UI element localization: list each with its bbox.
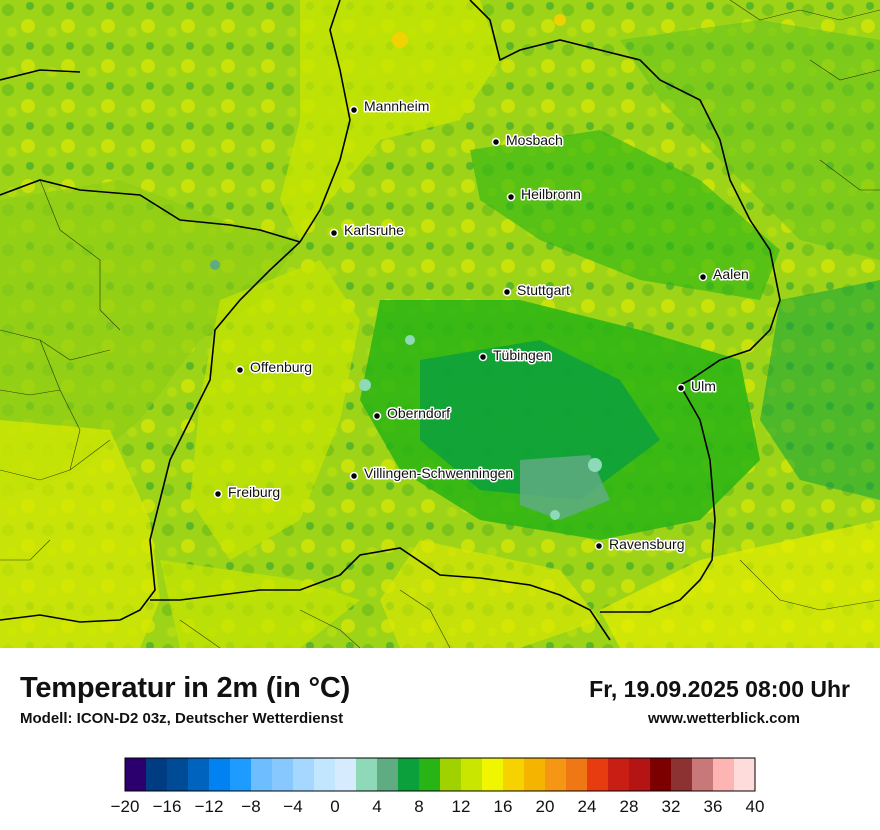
- scale-swatch: [524, 758, 546, 791]
- scale-swatch: [440, 758, 462, 791]
- city-stuttgart[interactable]: Stuttgart: [502, 281, 572, 300]
- city-tuebingen[interactable]: Tübingen: [478, 346, 553, 365]
- city-markers: Mannheim Mosbach Heilbronn Karlsruhe Aal…: [213, 97, 750, 554]
- scale-swatch: [566, 758, 588, 791]
- city-mosbach[interactable]: Mosbach: [491, 131, 564, 150]
- city-heilbronn[interactable]: Heilbronn: [506, 185, 582, 204]
- scale-tick-label: 24: [578, 797, 597, 816]
- city-label: Karlsruhe: [344, 222, 404, 238]
- scale-swatch: [293, 758, 315, 791]
- scale-swatch: [356, 758, 378, 791]
- temperature-map: Mannheim Mosbach Heilbronn Karlsruhe Aal…: [0, 0, 880, 648]
- city-aalen[interactable]: Aalen: [698, 265, 750, 284]
- city-offenburg[interactable]: Offenburg: [235, 358, 314, 377]
- scale-swatches: [124, 757, 756, 792]
- footer-panel: [0, 648, 880, 830]
- scale-swatch: [188, 758, 210, 791]
- scale-swatch: [398, 758, 420, 791]
- scale-tick-label: 36: [704, 797, 723, 816]
- scale-tick-label: 8: [414, 797, 423, 816]
- scale-border: [124, 757, 756, 792]
- scale-swatch: [272, 758, 294, 791]
- scale-swatch: [587, 758, 609, 791]
- scale-swatch: [545, 758, 567, 791]
- city-label: Freiburg: [228, 484, 280, 500]
- scale-swatch: [482, 758, 504, 791]
- scale-swatch: [230, 758, 252, 791]
- city-ulm[interactable]: Ulm: [676, 377, 717, 396]
- scale-swatch: [251, 758, 273, 791]
- city-label: Ulm: [691, 378, 716, 394]
- website-link[interactable]: www.wetterblick.com: [648, 710, 800, 727]
- scale-swatch: [608, 758, 630, 791]
- scale-tick-label: −12: [195, 797, 224, 816]
- city-ravensburg[interactable]: Ravensburg: [594, 535, 686, 554]
- scale-tick-label: 32: [662, 797, 681, 816]
- scale-swatch: [629, 758, 651, 791]
- scale-swatch: [314, 758, 336, 791]
- scale-swatch: [419, 758, 441, 791]
- scale-tick-label: 16: [494, 797, 513, 816]
- city-label: Ravensburg: [609, 536, 685, 552]
- city-label: Mannheim: [364, 98, 429, 114]
- district-borders: [0, 0, 880, 648]
- scale-swatch: [650, 758, 672, 791]
- map-title: Temperatur in 2m (in °C): [20, 672, 351, 704]
- scale-swatch: [461, 758, 483, 791]
- scale-tick-label: −20: [111, 797, 140, 816]
- scale-tick-label: 20: [536, 797, 555, 816]
- map-canvas: Mannheim Mosbach Heilbronn Karlsruhe Aal…: [0, 0, 880, 648]
- city-villingen-schwenningen[interactable]: Villingen-Schwenningen: [349, 464, 515, 483]
- city-freiburg[interactable]: Freiburg: [213, 483, 282, 502]
- city-label: Stuttgart: [517, 282, 570, 298]
- scale-tick-labels: −20 −16 −12 −8 −4 0 4 8 12 16 20 24 28 32 36 40: [111, 797, 765, 816]
- country-borders: [0, 0, 781, 641]
- temperature-color-scale: −20 −16 −12 −8 −4 0 4 8 12 16 20 24 28 32 36 40: [111, 757, 765, 816]
- scale-tick-label: −16: [153, 797, 182, 816]
- scale-swatch: [377, 758, 399, 791]
- city-label: Mosbach: [506, 132, 563, 148]
- scale-swatch: [503, 758, 525, 791]
- scale-tick-label: −4: [283, 797, 302, 816]
- scale-swatch: [335, 758, 357, 791]
- scale-swatch: [671, 758, 693, 791]
- city-mannheim[interactable]: Mannheim: [349, 97, 431, 116]
- scale-tick-label: 40: [746, 797, 765, 816]
- scale-tick-label: 12: [452, 797, 471, 816]
- scale-swatch: [734, 758, 756, 791]
- scale-tick-label: −8: [241, 797, 260, 816]
- model-subtitle: Modell: ICON-D2 03z, Deutscher Wetterdie…: [20, 710, 344, 727]
- forecast-datetime: Fr, 19.09.2025 08:00 Uhr: [589, 676, 850, 702]
- city-label: Offenburg: [250, 359, 312, 375]
- city-label: Villingen-Schwenningen: [364, 465, 513, 481]
- scale-tick-label: 28: [620, 797, 639, 816]
- scale-swatch: [125, 758, 147, 791]
- scale-tick-label: 4: [372, 797, 381, 816]
- scale-swatch: [167, 758, 189, 791]
- scale-swatch: [146, 758, 168, 791]
- scale-swatch: [209, 758, 231, 791]
- scale-swatch: [692, 758, 714, 791]
- city-label: Tübingen: [493, 347, 551, 363]
- city-karlsruhe[interactable]: Karlsruhe: [329, 221, 406, 240]
- city-label: Oberndorf: [387, 405, 450, 421]
- city-label: Aalen: [713, 266, 749, 282]
- city-oberndorf[interactable]: Oberndorf: [372, 404, 452, 423]
- scale-swatch: [713, 758, 735, 791]
- city-label: Heilbronn: [521, 186, 581, 202]
- scale-tick-label: 0: [330, 797, 339, 816]
